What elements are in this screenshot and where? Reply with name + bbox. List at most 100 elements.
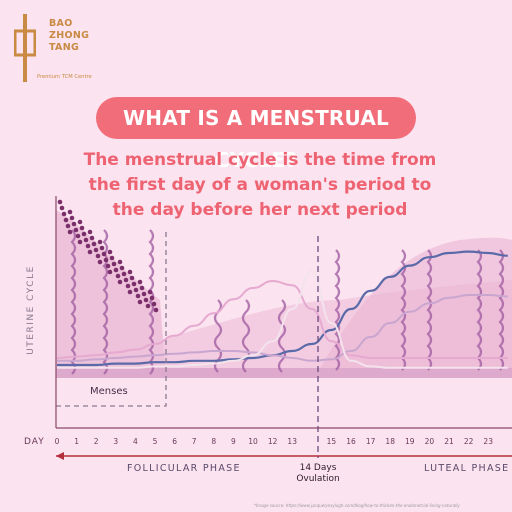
- x-tick-label: 10: [248, 437, 258, 446]
- x-tick-label: 18: [385, 437, 395, 446]
- page-subtitle: The menstrual cycle is the time from the…: [83, 150, 437, 220]
- shedding-dot: [99, 245, 105, 251]
- shedding-dot: [141, 291, 147, 297]
- x-tick-label: 3: [113, 437, 118, 446]
- page-title: WHAT IS A MENSTRUAL CYCLE?: [96, 97, 416, 172]
- x-tick-label: 5: [153, 437, 158, 446]
- lining-shape-left: [56, 210, 165, 368]
- shedding-dot: [147, 289, 153, 295]
- x-tick-label: 12: [268, 437, 278, 446]
- shedding-dot: [121, 271, 127, 277]
- x-axis-label: DAY: [24, 437, 45, 447]
- series-line: [57, 250, 508, 367]
- lining-wave: [320, 237, 512, 368]
- x-tick-label: 4: [133, 437, 138, 446]
- shedding-dot: [149, 295, 155, 301]
- shedding-dot: [61, 211, 67, 217]
- gland-squiggle: [498, 249, 505, 371]
- menses-label: Menses: [90, 386, 128, 397]
- x-tick-label: 16: [346, 437, 356, 446]
- image-source-note: *Image source: https://www.jacquelynsylu…: [254, 503, 460, 508]
- brand-name-line: ZHONG: [49, 30, 90, 41]
- x-tick-label: 0: [55, 437, 60, 446]
- x-tick-label: 9: [231, 437, 236, 446]
- gland-squiggle: [277, 299, 287, 373]
- lining-band: [56, 368, 512, 378]
- shedding-dot: [85, 243, 91, 249]
- shedding-dot: [67, 229, 73, 235]
- shedding-dot: [127, 289, 133, 295]
- phase-arrowhead-icon: [56, 452, 64, 460]
- x-tick-label: 19: [405, 437, 415, 446]
- shedding-dot: [73, 227, 79, 233]
- x-tick-label: 20: [425, 437, 435, 446]
- shedding-dot: [115, 273, 121, 279]
- ovulation-days-label: 14 Days: [300, 463, 337, 473]
- gland-squiggle: [400, 249, 407, 371]
- gland-squiggle: [241, 299, 251, 373]
- shedding-dot: [151, 301, 157, 307]
- x-tick-label: 17: [366, 437, 376, 446]
- gland-squiggle: [334, 249, 341, 371]
- x-tick-label: 23: [483, 437, 493, 446]
- shedding-dot: [111, 261, 117, 267]
- brand-name-line: BAO: [49, 18, 73, 29]
- shedding-dot: [113, 267, 119, 273]
- x-tick-label: 1: [74, 437, 79, 446]
- follicular-phase-label: FOLLICULAR PHASE: [127, 463, 241, 474]
- shedding-dot: [97, 239, 103, 245]
- gland-squiggle: [148, 229, 155, 375]
- shedding-dot: [109, 255, 115, 261]
- shedding-dot: [125, 283, 131, 289]
- x-tick-label: 2: [94, 437, 99, 446]
- shedding-dot: [123, 277, 129, 283]
- luteal-phase-label: LUTEAL PHASE: [424, 463, 509, 474]
- menses-bracket: [56, 232, 167, 407]
- shedding-dot: [65, 223, 71, 229]
- gland-squiggles: [70, 229, 505, 375]
- x-tick-label: 6: [172, 437, 177, 446]
- shedding-dot: [133, 287, 139, 293]
- shedding-dot: [89, 235, 95, 241]
- shedding-dot: [105, 263, 111, 269]
- y-axis-label: UTERINE CYCLE: [26, 265, 36, 355]
- series-line: [56, 279, 508, 359]
- x-tick-label: 15: [327, 437, 337, 446]
- gland-squiggle: [426, 249, 433, 371]
- shedding-dot: [95, 253, 101, 259]
- uterine-lining-illustration: [56, 210, 512, 378]
- ovulation-label: Ovulation: [296, 474, 339, 484]
- shedding-dot: [83, 237, 89, 243]
- shedding-dot: [107, 269, 113, 275]
- shedding-dot: [101, 251, 107, 257]
- gland-squiggle: [70, 229, 77, 375]
- shedding-dot: [75, 233, 81, 239]
- x-tick-label: 7: [192, 437, 197, 446]
- shedding-dot: [119, 265, 125, 271]
- shedding-dot: [139, 285, 145, 291]
- shedding-dot: [87, 229, 93, 235]
- x-tick-label: 22: [464, 437, 474, 446]
- shedding-dot: [131, 281, 137, 287]
- shedding-dot: [103, 257, 109, 263]
- shedding-dot: [135, 293, 141, 299]
- brand-name: BAO ZHONG TANG: [49, 18, 89, 54]
- x-tick-label: 8: [211, 437, 216, 446]
- shedding-dot: [93, 247, 99, 253]
- series-line: [57, 294, 508, 362]
- series-line: [57, 270, 508, 369]
- shedding-dot: [59, 205, 65, 211]
- gland-squiggle: [476, 249, 483, 371]
- shedding-dot: [107, 249, 113, 255]
- shedding-dot: [57, 199, 63, 205]
- shedding-dot: [137, 279, 143, 285]
- logo-mark-icon: [14, 14, 36, 82]
- shedding-dot: [91, 241, 97, 247]
- shedding-dot: [117, 259, 123, 265]
- brand-tagline: Premium TCM Centre: [37, 74, 92, 80]
- shedding-dot: [129, 275, 135, 281]
- shedding-dot: [71, 221, 77, 227]
- shedding-dot: [67, 209, 73, 215]
- shedding-dot: [69, 215, 75, 221]
